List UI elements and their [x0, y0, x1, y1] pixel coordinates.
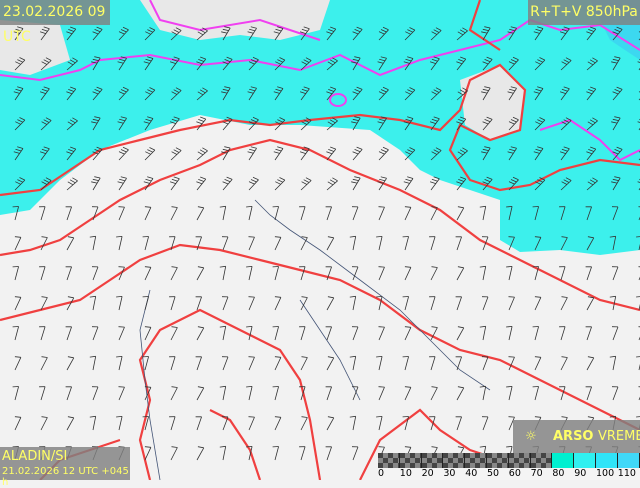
legend-label: 110: [618, 468, 636, 479]
logo-brand-bold: ARSO: [553, 420, 594, 453]
parameter-label: R+T+V 850hPa: [528, 0, 640, 25]
legend-label: 100: [596, 468, 614, 479]
model-run: 21.02.2026 12 UTC +045 h: [2, 466, 130, 488]
legend-swatch: [487, 453, 509, 468]
arso-logo: ☼ ARSO VREME: [513, 420, 640, 453]
model-info: ALADIN/SI 21.02.2026 12 UTC +045 h: [0, 447, 130, 480]
sun-icon: ☼: [525, 420, 537, 453]
valid-time-label: 23.02.2026 09 UTC: [0, 0, 110, 25]
legend-label: 20: [422, 468, 434, 479]
legend-label: 90: [574, 468, 586, 479]
legend-swatch: [422, 453, 444, 468]
legend-label: 50: [487, 468, 499, 479]
legend-label: 70: [531, 468, 543, 479]
legend-swatch: [509, 453, 531, 468]
legend-label: 30: [443, 468, 455, 479]
legend-swatch: [378, 453, 400, 468]
legend-swatch: [596, 453, 618, 468]
legend-label: 10: [400, 468, 412, 479]
legend-swatch: [400, 453, 422, 468]
legend-label: 0: [378, 468, 384, 479]
legend-label: 60: [509, 468, 521, 479]
legend-swatch: [618, 453, 640, 468]
legend-label: 80: [552, 468, 564, 479]
legend-swatch: [574, 453, 596, 468]
legend-swatch: [443, 453, 465, 468]
legend-swatch: [465, 453, 487, 468]
legend-label: 40: [465, 468, 477, 479]
legend-swatch: [552, 453, 574, 468]
logo-brand-light: VREME: [598, 420, 640, 453]
model-name: ALADIN/SI: [2, 449, 67, 464]
legend-swatch: [531, 453, 553, 468]
precipitation-legend: 0 10 20 30 40 50 60 70 80 90 100 110: [378, 453, 640, 480]
